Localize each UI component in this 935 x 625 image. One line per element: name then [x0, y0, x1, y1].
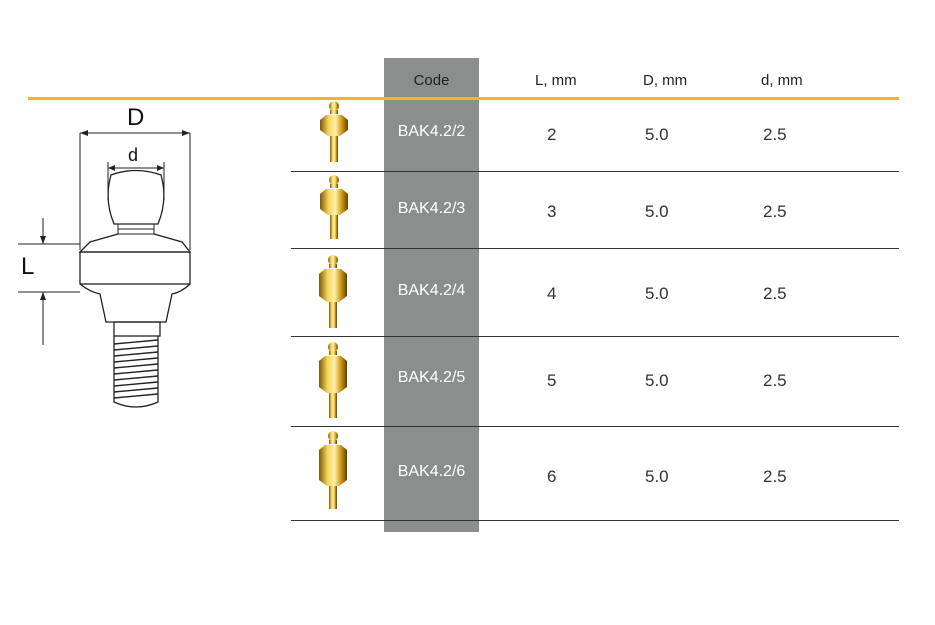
abutment-product-image — [319, 431, 347, 509]
row-1-d: 2.5 — [763, 125, 787, 144]
row-divider — [291, 426, 899, 427]
row-divider — [291, 336, 899, 337]
dimension-label-L: L — [21, 253, 35, 280]
row-4-d: 2.5 — [763, 371, 787, 390]
row-1-code: BAK4.2/2 — [397, 123, 466, 140]
row-5-L: 6 — [547, 467, 557, 486]
header-d: d, mm — [761, 72, 803, 89]
row-divider — [291, 171, 899, 172]
row-4-L: 5 — [547, 371, 557, 390]
abutment-product-image — [319, 342, 347, 418]
row-5-D: 5.0 — [645, 467, 669, 486]
row-4-D: 5.0 — [645, 371, 669, 390]
row-4-code: BAK4.2/5 — [397, 369, 466, 386]
row-2-code: BAK4.2/3 — [397, 200, 466, 217]
header-accent-line — [28, 97, 899, 100]
header-D: D, mm — [643, 72, 688, 89]
row-1-L: 2 — [547, 125, 557, 144]
row-5-d: 2.5 — [763, 467, 787, 486]
row-divider — [291, 248, 899, 249]
row-2-D: 5.0 — [645, 202, 669, 221]
header-code: Code — [413, 72, 450, 89]
row-2-d: 2.5 — [763, 202, 787, 221]
row-1-D: 5.0 — [645, 125, 669, 144]
abutment-product-image — [320, 175, 348, 239]
abutment-product-image — [320, 101, 348, 162]
row-3-d: 2.5 — [763, 284, 787, 303]
row-3-D: 5.0 — [645, 284, 669, 303]
abutment-technical-drawing — [18, 130, 192, 408]
dimension-label-d: d — [128, 145, 139, 165]
row-3-L: 4 — [547, 284, 557, 303]
code-column-background — [384, 58, 479, 532]
abutment-product-image — [319, 255, 347, 328]
row-divider — [291, 520, 899, 521]
row-2-L: 3 — [547, 202, 557, 221]
row-3-code: BAK4.2/4 — [397, 282, 466, 299]
header-L: L, mm — [535, 72, 577, 89]
row-5-code: BAK4.2/6 — [397, 463, 466, 480]
dimension-label-D: D — [127, 104, 145, 131]
